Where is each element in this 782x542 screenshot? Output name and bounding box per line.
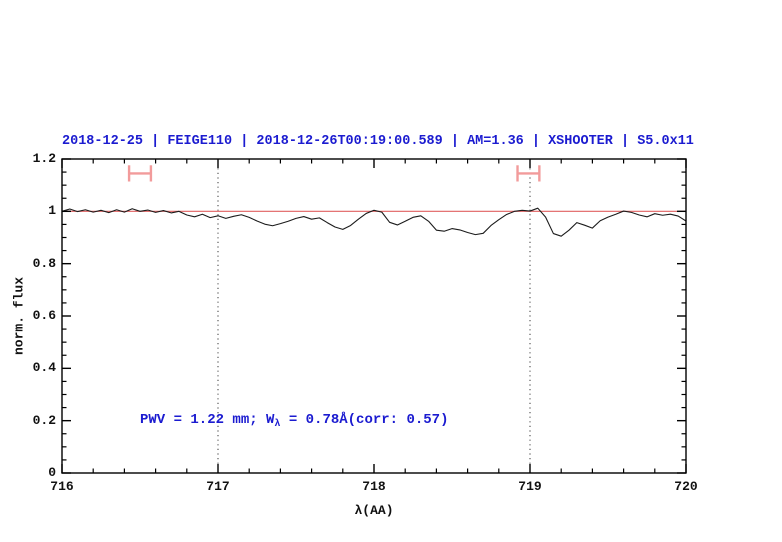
- y-tick-label: 1.2: [32, 151, 56, 166]
- lambda-subscript: λ: [274, 419, 281, 430]
- x-tick-label: 716: [50, 479, 74, 494]
- y-tick-label: 0.2: [32, 412, 56, 428]
- x-tick-label: 717: [206, 479, 230, 494]
- x-tick-label: 720: [674, 479, 698, 494]
- pwv-annotation-value: = 0.78Å(corr: 0.57): [280, 412, 449, 428]
- spectrum-line: [61, 207, 687, 237]
- y-tick-label: 0.6: [32, 308, 56, 323]
- x-tick-label: 719: [518, 479, 542, 494]
- x-tick-label: 718: [362, 479, 386, 494]
- y-tick-label: 0.4: [32, 360, 56, 376]
- pwv-annotation-text: PWV = 1.22 mm; W: [140, 412, 275, 428]
- x-axis-label: λ(AA): [354, 503, 394, 518]
- y-tick-label: 0.8: [32, 255, 56, 271]
- y-tick-label: 0: [48, 465, 56, 480]
- pwv-annotation: PWV = 1.22 mm; Wλ = 0.78Å(corr: 0.57): [140, 412, 448, 430]
- y-tick-label: 1: [48, 203, 56, 219]
- plot-title: 2018-12-25 | FEIGE110 | 2018-12-26T00:19…: [62, 134, 694, 149]
